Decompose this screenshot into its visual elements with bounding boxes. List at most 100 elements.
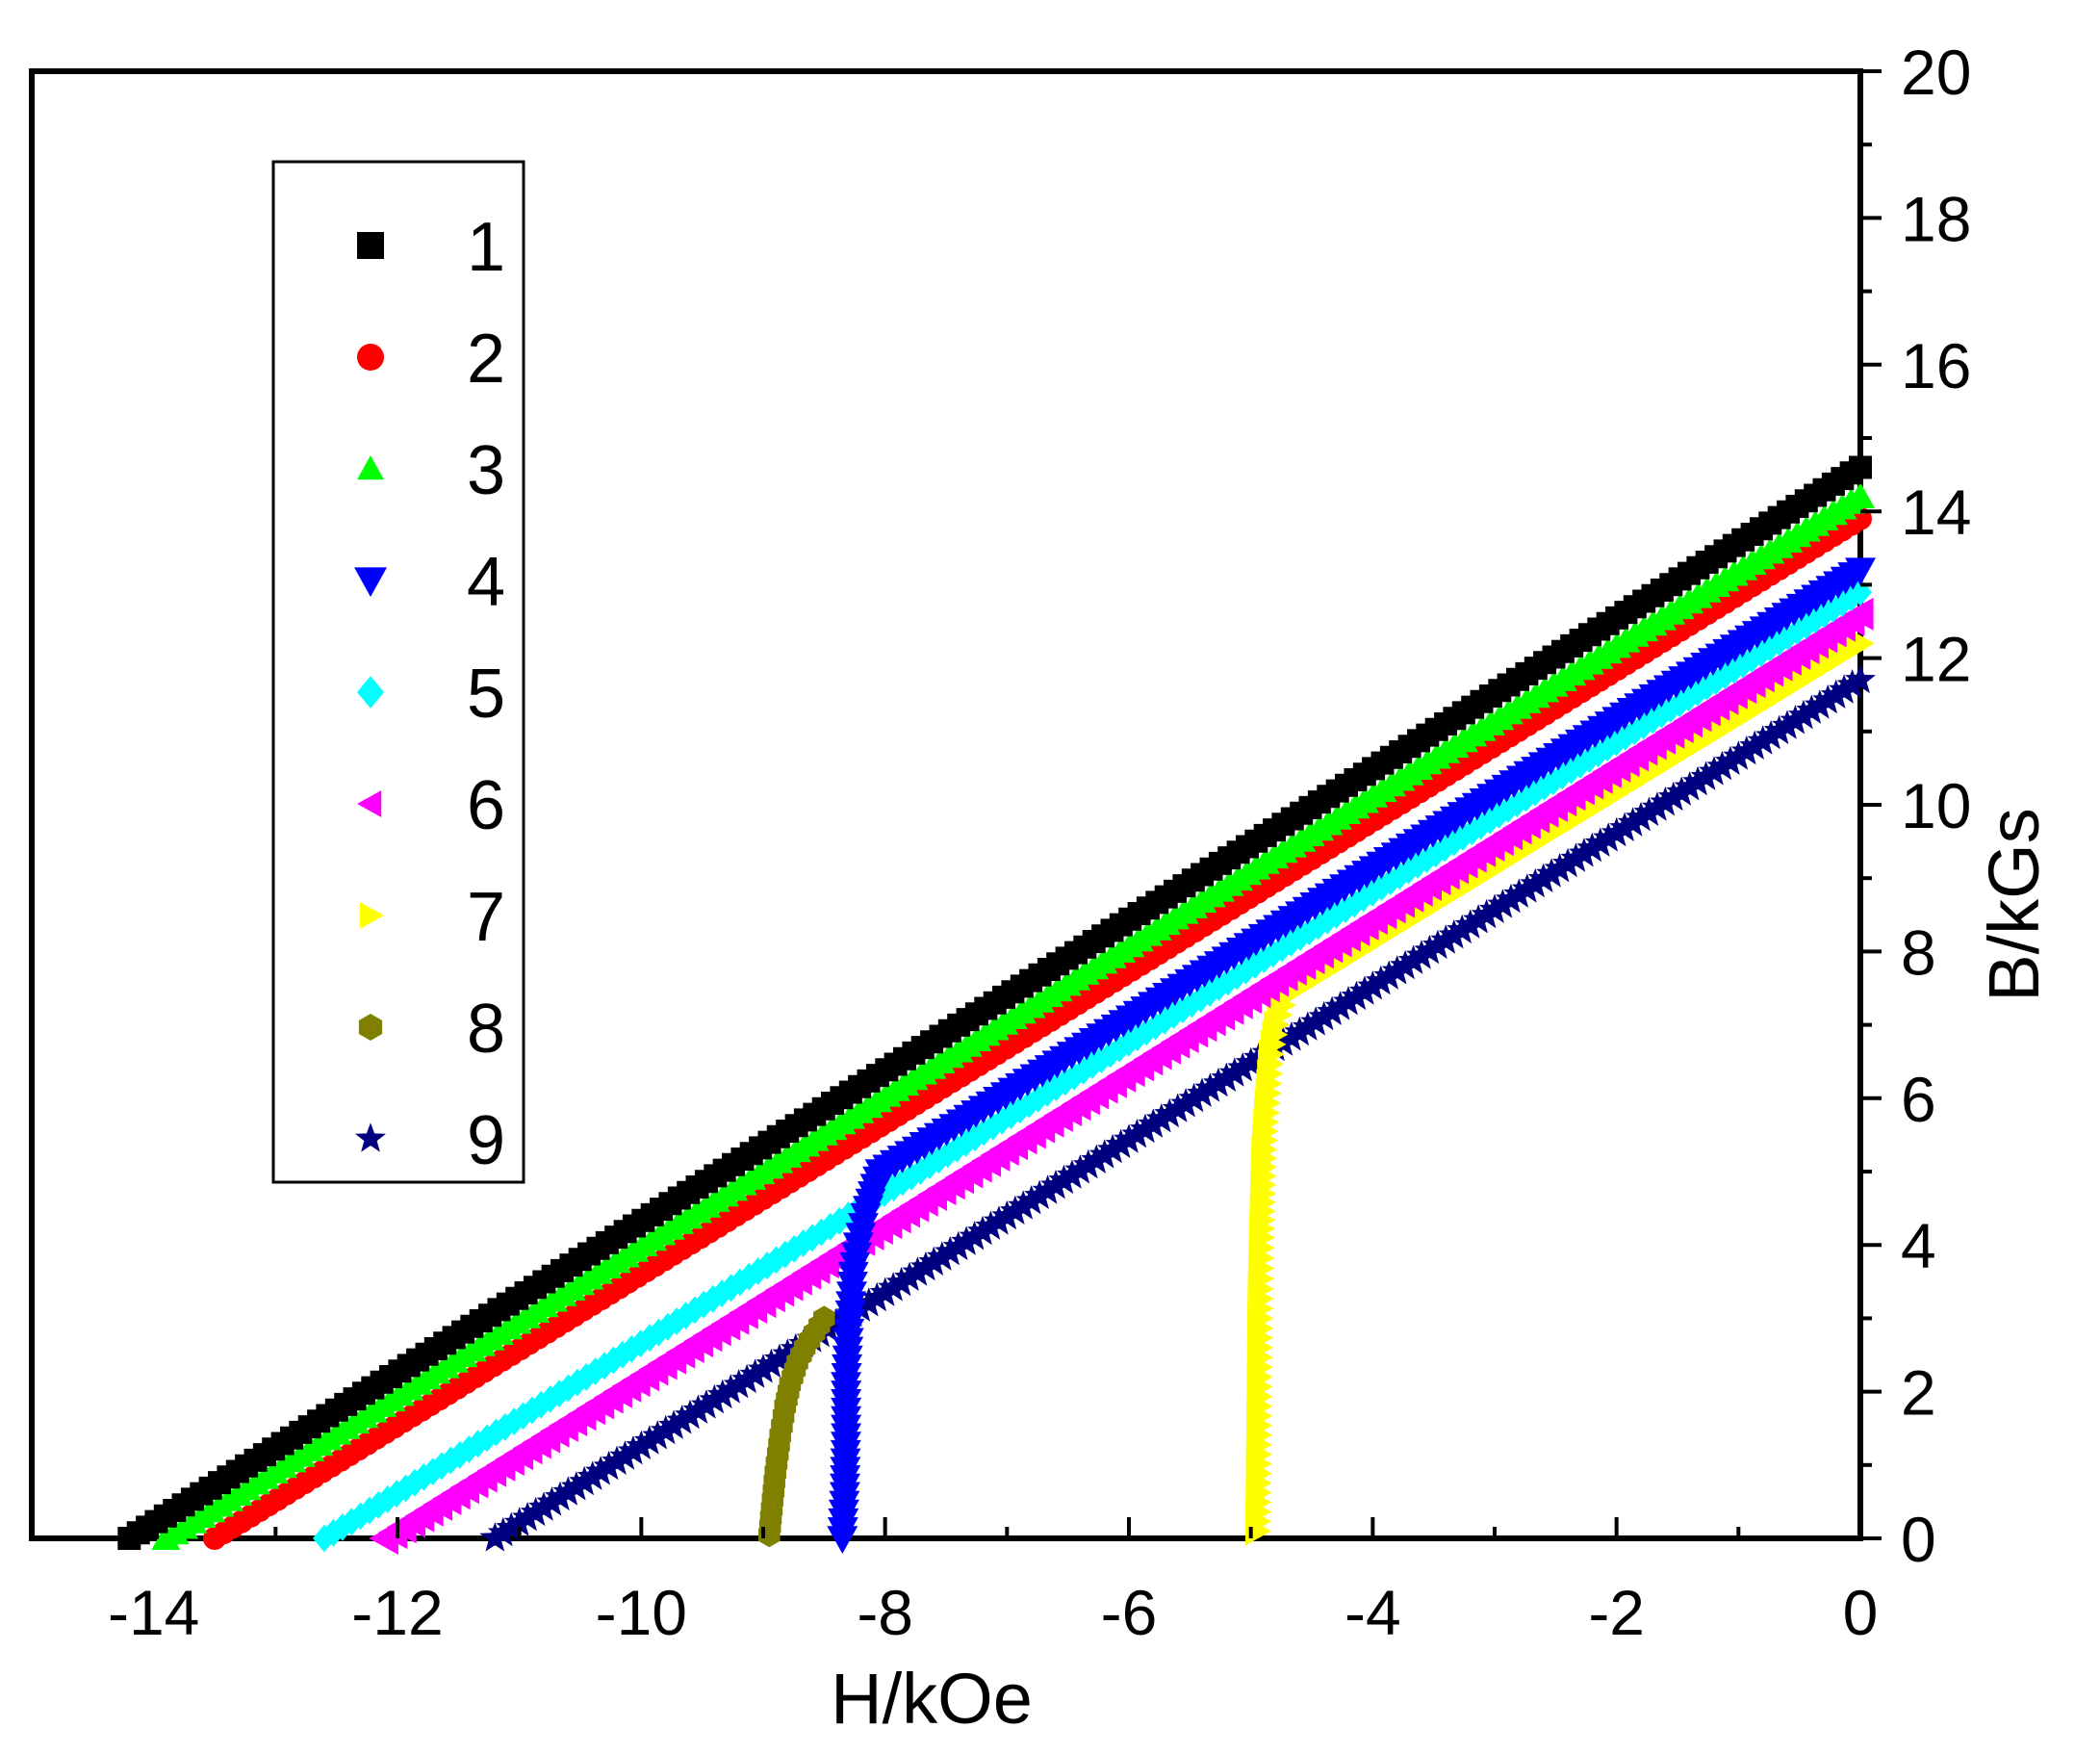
series-9-point (1268, 1026, 1299, 1056)
series-9-point (942, 1230, 974, 1261)
series-9-point (617, 1435, 649, 1465)
legend-label-7: 7 (467, 879, 505, 956)
legend: 1 2 3 4 5 6 7 8 9 (271, 160, 525, 1184)
series-9-point (755, 1348, 787, 1379)
series-9-point (1763, 714, 1795, 745)
x-tick-label: -10 (596, 1577, 687, 1648)
series-layer (117, 455, 1876, 1555)
legend-box (271, 160, 525, 1184)
series-9-point (1487, 889, 1519, 918)
series-8 (758, 1305, 835, 1548)
series-9-point (1194, 1072, 1226, 1102)
series-9-point (1845, 663, 1876, 694)
series-9-point (935, 1236, 966, 1266)
series-9-point (1365, 965, 1396, 995)
series-9-point (642, 1420, 674, 1450)
series-9-point (1421, 929, 1453, 959)
x-tick-label: -8 (857, 1577, 913, 1648)
x-tick-label: -14 (108, 1577, 199, 1648)
series-9-point (1333, 986, 1364, 1016)
x-tick-label: -6 (1101, 1577, 1158, 1648)
series-9-point (1235, 1046, 1267, 1077)
series-9-point (658, 1409, 690, 1439)
series-9-point (918, 1246, 950, 1276)
series-9-point (1348, 975, 1380, 1005)
y-axis: 0 2 4 6 8 10 12 14 16 18 20 (1860, 37, 1971, 1575)
y-tick-label: 10 (1901, 770, 1971, 841)
legend-marker-2 (357, 344, 384, 371)
y-tick-label: 20 (1901, 37, 1971, 108)
series-1-point (1849, 455, 1872, 479)
series-9-point (878, 1272, 909, 1302)
series-9-point (585, 1456, 617, 1485)
series-9-point (1056, 1159, 1088, 1189)
series-9-point (675, 1399, 705, 1430)
series-9-point (1414, 934, 1446, 965)
series-9-point (1723, 740, 1754, 770)
series-9-point (1674, 771, 1705, 801)
series-9-point (569, 1465, 601, 1496)
series-9 (479, 663, 1876, 1552)
series-9-point (1187, 1077, 1217, 1107)
y-axis-title: B/kGs (1974, 808, 2054, 1001)
series-9-point (1626, 801, 1656, 832)
series-9-point (861, 1281, 893, 1312)
series-9-point (1787, 699, 1819, 730)
series-3 (151, 482, 1875, 1550)
series-6-point (1844, 597, 1874, 631)
series-9-point (1820, 679, 1852, 709)
series-9-point (699, 1383, 730, 1414)
series-9-point (1454, 909, 1486, 939)
series-9-point (544, 1481, 576, 1511)
series-9-point (1544, 853, 1575, 883)
series-9-point (1008, 1190, 1039, 1220)
legend-label-8: 8 (467, 991, 505, 1068)
series-9-point (690, 1389, 722, 1419)
series-9-point (1536, 858, 1568, 888)
series-9-point (1145, 1103, 1177, 1133)
y-tick-label: 4 (1901, 1210, 1936, 1281)
series-9-point (1081, 1144, 1113, 1174)
series-9-point (1390, 949, 1421, 980)
legend-marker-1 (357, 232, 384, 259)
y-tick-label: 2 (1901, 1357, 1936, 1429)
y-tick-label: 0 (1901, 1504, 1936, 1575)
series-9-point (1609, 812, 1641, 841)
y-tick-label: 8 (1901, 916, 1936, 988)
series-9-point (1438, 919, 1470, 949)
series-9-point (723, 1369, 755, 1399)
series-9-point (1024, 1179, 1056, 1209)
series-9-point (1202, 1067, 1234, 1097)
series-9-point (1357, 970, 1389, 1000)
series-9-point (1178, 1082, 1210, 1113)
series-8-point (813, 1305, 835, 1331)
series-9-point (731, 1363, 763, 1394)
series-9-point (1129, 1113, 1161, 1144)
legend-marker-6 (357, 790, 382, 817)
series-9-point (1772, 709, 1803, 739)
series-9-point (975, 1210, 1007, 1240)
series-9-point (1657, 781, 1689, 812)
series-9-point (999, 1195, 1031, 1225)
series-9-point (602, 1445, 632, 1475)
series-9-point (1812, 684, 1844, 714)
legend-label-1: 1 (467, 209, 505, 286)
series-9-point (1015, 1185, 1047, 1215)
series-9-point (1601, 816, 1632, 847)
legend-marker-9 (355, 1122, 386, 1152)
series-9-point (1755, 720, 1787, 750)
series-2-line (214, 517, 1861, 1540)
series-9-point (1154, 1097, 1186, 1128)
series-9-point (706, 1379, 738, 1408)
series-9-point (1430, 924, 1462, 954)
series-9-point (1397, 944, 1429, 974)
series-9-point (1739, 730, 1771, 760)
series-9-point (1714, 745, 1746, 775)
series-9-point (512, 1502, 544, 1532)
y-tick-label: 14 (1901, 477, 1971, 548)
x-tick-label: 0 (1843, 1577, 1879, 1648)
series-9-point (1048, 1164, 1080, 1195)
legend-label-2: 2 (467, 321, 505, 398)
series-9-point (1463, 904, 1495, 934)
